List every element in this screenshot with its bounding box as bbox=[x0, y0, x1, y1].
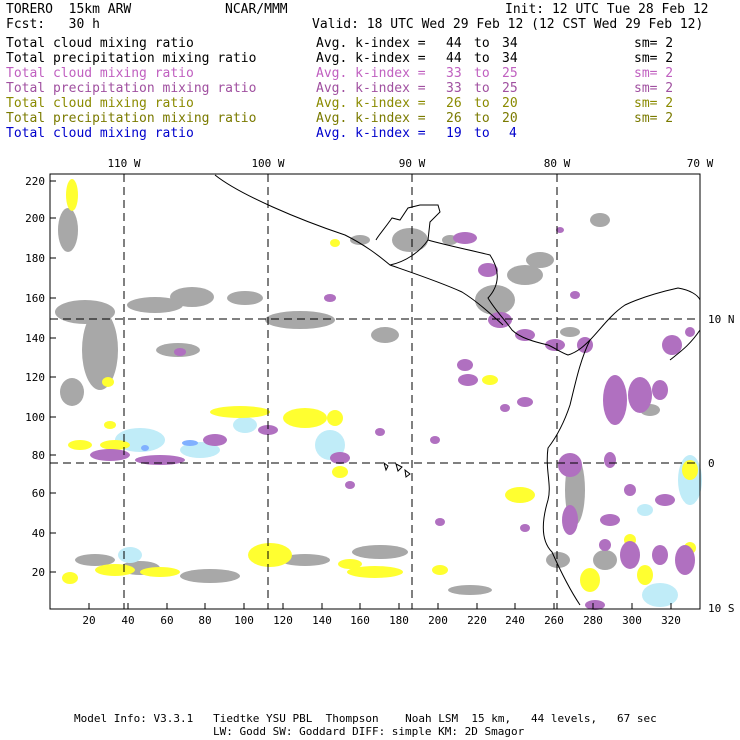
legend-from: 26 bbox=[446, 96, 462, 111]
y-tick-label: 140 bbox=[25, 332, 45, 345]
graticule bbox=[50, 174, 700, 609]
x-tick-label: 40 bbox=[121, 614, 134, 627]
legend-to-word: to bbox=[474, 81, 490, 96]
x-tick-label: 300 bbox=[622, 614, 642, 627]
x-tick-label: 60 bbox=[160, 614, 173, 627]
legend-sm: sm= 2 bbox=[634, 111, 674, 126]
lon-label: 100 W bbox=[251, 157, 284, 170]
x-tick-labels: 20 40 60 80 100 120 140 160 180 200 220 … bbox=[82, 614, 681, 627]
legend-to-word: to bbox=[474, 36, 490, 51]
legend-index-label: Avg. k-index = bbox=[316, 36, 426, 51]
coastlines bbox=[214, 174, 701, 606]
x-tick-label: 240 bbox=[505, 614, 525, 627]
x-tick-label: 160 bbox=[350, 614, 370, 627]
legend-field: Total cloud mixing ratio bbox=[6, 126, 194, 141]
x-tick-label: 260 bbox=[544, 614, 564, 627]
legend-sm: sm= 2 bbox=[634, 66, 674, 81]
forecast-hour: Fcst: 30 h bbox=[6, 17, 100, 32]
lon-label: 90 W bbox=[399, 157, 426, 170]
x-tick-label: 280 bbox=[583, 614, 603, 627]
y-tick-label: 60 bbox=[32, 487, 45, 500]
y-tick-label: 40 bbox=[32, 527, 45, 540]
legend-to-word: to bbox=[474, 66, 490, 81]
yellow-areas bbox=[62, 179, 698, 592]
legend-index-label: Avg. k-index = bbox=[316, 81, 426, 96]
legend-sm: sm= 2 bbox=[634, 36, 674, 51]
legend-from: 44 bbox=[446, 36, 462, 51]
legend-from: 44 bbox=[446, 51, 462, 66]
y-tick-label: 160 bbox=[25, 292, 45, 305]
legend-index-label: Avg. k-index = bbox=[316, 51, 426, 66]
legend-to: 34 bbox=[502, 36, 518, 51]
tick-marks bbox=[50, 180, 672, 609]
legend-index-label: Avg. k-index = bbox=[316, 111, 426, 126]
legend-to: 34 bbox=[502, 51, 518, 66]
model-title: TORERO 15km ARW bbox=[6, 2, 132, 17]
legend-field: Total cloud mixing ratio bbox=[6, 36, 194, 51]
legend-field: Total cloud mixing ratio bbox=[6, 66, 194, 81]
y-tick-label: 220 bbox=[25, 175, 45, 188]
legend-from: 33 bbox=[446, 81, 462, 96]
legend-field: Total precipitation mixing ratio bbox=[6, 51, 257, 66]
lon-label: 70 W bbox=[687, 157, 714, 170]
legend-to-word: to bbox=[474, 126, 490, 141]
x-tick-label: 80 bbox=[198, 614, 211, 627]
legend-field: Total precipitation mixing ratio bbox=[6, 111, 257, 126]
y-tick-label: 80 bbox=[32, 449, 45, 462]
lat-label: 10 S bbox=[708, 602, 735, 615]
legend-to-word: to bbox=[474, 111, 490, 126]
latitude-labels: 10 N 0 10 S bbox=[708, 313, 735, 615]
legend-index-label: Avg. k-index = bbox=[316, 66, 426, 81]
init-time: Init: 12 UTC Tue 28 Feb 12 bbox=[505, 2, 709, 17]
legend-sm: sm= 2 bbox=[634, 96, 674, 111]
blue-areas bbox=[141, 440, 198, 451]
legend-sm: sm= 2 bbox=[634, 51, 674, 66]
legend-field: Total cloud mixing ratio bbox=[6, 96, 194, 111]
plot-frame bbox=[49, 173, 701, 610]
x-tick-label: 200 bbox=[428, 614, 448, 627]
longitude-labels: 110 W 100 W 90 W 80 W 70 W bbox=[107, 157, 713, 170]
lon-label: 80 W bbox=[544, 157, 571, 170]
x-tick-label: 120 bbox=[273, 614, 293, 627]
legend-to: 25 bbox=[502, 66, 518, 81]
y-tick-label: 120 bbox=[25, 371, 45, 384]
x-tick-label: 140 bbox=[312, 614, 332, 627]
legend-from: 33 bbox=[446, 66, 462, 81]
center-label: NCAR/MMM bbox=[225, 2, 288, 17]
lon-label: 110 W bbox=[107, 157, 140, 170]
legend-index-label: Avg. k-index = bbox=[316, 96, 426, 111]
gray-cloud-areas bbox=[55, 208, 660, 595]
legend-from: 26 bbox=[446, 111, 462, 126]
y-tick-labels: 220 200 180 160 140 120 100 80 60 40 20 bbox=[25, 175, 45, 579]
legend-to: 4 bbox=[509, 126, 517, 141]
legend-index-label: Avg. k-index = bbox=[316, 126, 426, 141]
physics-info: LW: Godd SW: Goddard DIFF: simple KM: 2D… bbox=[213, 725, 525, 738]
legend-to: 20 bbox=[502, 111, 518, 126]
x-tick-label: 100 bbox=[234, 614, 254, 627]
lat-label: 10 N bbox=[708, 313, 735, 326]
x-tick-label: 180 bbox=[389, 614, 409, 627]
legend-to: 20 bbox=[502, 96, 518, 111]
y-tick-label: 200 bbox=[25, 212, 45, 225]
x-tick-label: 20 bbox=[82, 614, 95, 627]
y-tick-label: 20 bbox=[32, 566, 45, 579]
legend-from: 19 bbox=[446, 126, 462, 141]
x-tick-label: 320 bbox=[661, 614, 681, 627]
lat-label: 0 bbox=[708, 457, 715, 470]
legend-field: Total precipitation mixing ratio bbox=[6, 81, 257, 96]
x-tick-label: 220 bbox=[467, 614, 487, 627]
y-tick-label: 100 bbox=[25, 411, 45, 424]
model-info: Model Info: V3.3.1 Tiedtke YSU PBL Thomp… bbox=[74, 712, 657, 725]
legend-to-word: to bbox=[474, 96, 490, 111]
legend-sm: sm= 2 bbox=[634, 81, 674, 96]
legend-to: 25 bbox=[502, 81, 518, 96]
y-tick-label: 180 bbox=[25, 252, 45, 265]
legend-to-word: to bbox=[474, 51, 490, 66]
valid-time: Valid: 18 UTC Wed 29 Feb 12 (12 CST Wed … bbox=[312, 17, 704, 32]
